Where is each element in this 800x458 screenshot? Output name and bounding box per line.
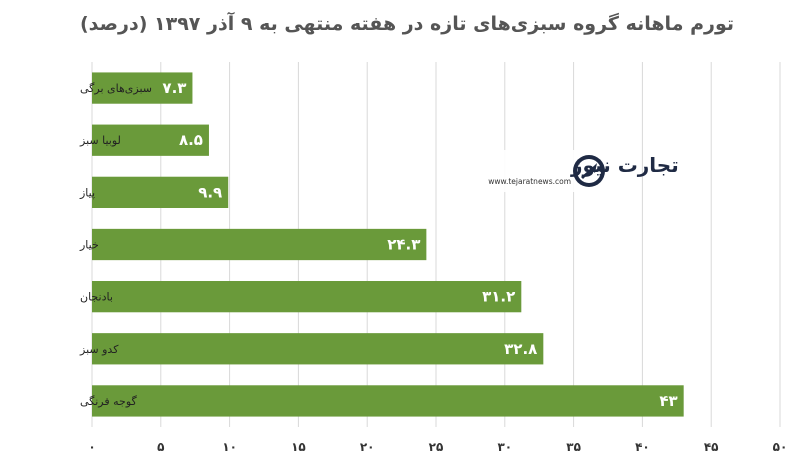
x-tick-label: ۵۰ <box>773 440 788 454</box>
bar-value-label: ۷.۳ <box>162 79 186 97</box>
bar <box>92 228 427 261</box>
chart-title: تورم ماهانه گروه سبزی‌های تازه در هفته م… <box>80 11 734 35</box>
category-label: کدو سبز <box>79 343 119 356</box>
category-label: گوجه فرنگی <box>80 395 138 408</box>
x-tick-label: ۰ <box>88 440 95 454</box>
bar-value-label: ۳۱.۲ <box>482 288 515 306</box>
x-tick-label: ۴۵ <box>704 440 719 454</box>
bar <box>92 72 193 104</box>
bar <box>92 176 229 208</box>
bar <box>92 385 684 417</box>
x-axis-tick-labels: ۰ ۵ ۱۰ ۱۵ ۲۰ ۲۵ ۳۰ ۳۵ ۴۰ ۴۵ ۵۰ <box>88 440 787 454</box>
x-tick-label: ۱۵ <box>291 440 306 454</box>
bar <box>92 281 522 313</box>
bar-value-label: ۴۳ <box>659 392 677 410</box>
bar-value-label: ۲۴.۳ <box>387 236 420 254</box>
x-tick-label: ۲۵ <box>429 440 444 454</box>
watermark-url: www.tejaratnews.com <box>488 177 571 186</box>
bar <box>92 333 544 365</box>
category-label: پیاز <box>79 186 95 199</box>
category-label: بادنجان <box>80 291 113 304</box>
watermark-brand: تجارت نیوز <box>570 153 679 177</box>
category-label: سبزی‌های برگی <box>80 82 152 95</box>
x-tick-label: ۲۰ <box>360 440 375 454</box>
x-tick-label: ۳۵ <box>566 440 581 454</box>
category-label: لوبیا سبز <box>79 134 121 147</box>
bar <box>92 124 209 156</box>
watermark-logo: تجارت نیوز www.tejaratnews.com <box>463 150 679 192</box>
category-label: خیار <box>79 239 99 252</box>
x-tick-label: ۱۰ <box>222 440 237 454</box>
category-labels: سبزی‌های برگی لوبیا سبز پیاز خیار بادنجان کدو… <box>79 82 152 408</box>
bars: ۷.۳ ۸.۵ ۹.۹ ۲۴.۳ ۳۱.۲ ۳۲.۸ ۴۳ <box>92 72 684 417</box>
x-tick-label: ۴۰ <box>635 440 650 454</box>
bar-value-label: ۸.۵ <box>179 131 203 149</box>
x-tick-label: ۵ <box>157 440 164 454</box>
x-tick-label: ۳۰ <box>497 440 512 454</box>
bar-value-label: ۹.۹ <box>198 183 222 201</box>
watermark-badge <box>463 150 612 192</box>
bar-value-label: ۳۲.۸ <box>504 340 537 358</box>
arrow-logo-icon <box>573 155 605 187</box>
